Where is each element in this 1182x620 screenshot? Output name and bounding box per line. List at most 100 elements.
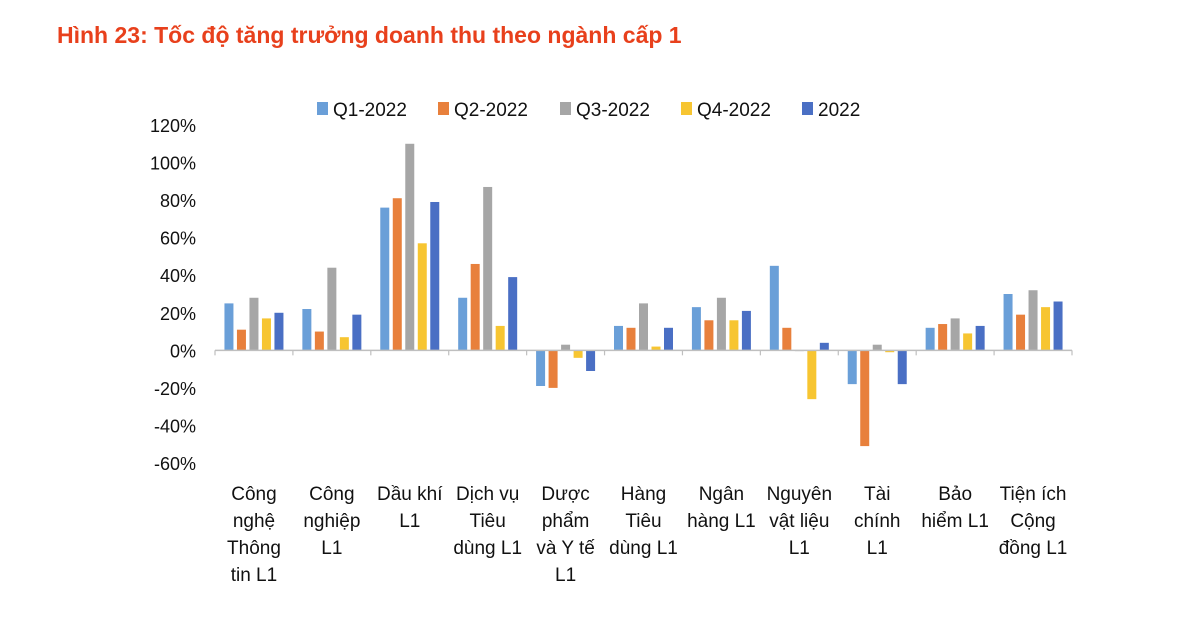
x-category-label-line: Nguyên (767, 484, 833, 505)
bar (782, 327, 792, 351)
bar (872, 344, 882, 351)
bar (405, 143, 415, 351)
bar (249, 297, 259, 351)
bar (561, 344, 571, 351)
x-axis: Công nghệ Thông tin L1 Công nghiệp L1 Dầu khí L1… (214, 349, 1073, 586)
bar (741, 310, 751, 351)
legend-label: Q2-2022 (454, 100, 528, 121)
x-category-label-line: Tiện ích (1000, 484, 1067, 505)
bar (885, 350, 895, 353)
x-category-label-line: phẩm (542, 511, 590, 532)
x-category-label-line: Dịch vụ (456, 484, 519, 505)
x-category-label-line: chính (854, 511, 900, 532)
x-category-label: Dầu khí L1 (377, 484, 443, 532)
legend-label: Q3-2022 (576, 100, 650, 121)
x-category-label-line: L1 (867, 538, 888, 559)
x-category-label: Tiện ích Cộng đồng L1 (999, 484, 1068, 559)
bar (1041, 307, 1051, 351)
y-tick-label: 0% (170, 341, 196, 361)
bar (769, 265, 779, 351)
x-category-label-line: Thông (227, 538, 281, 559)
legend: Q1-2022 Q2-2022 Q3-2022 Q4-2022 2022 (317, 100, 860, 121)
x-category-label-line: dùng L1 (453, 538, 522, 559)
x-category-label-line: Công (309, 484, 354, 505)
x-category-label-line: nghiệp (303, 511, 360, 532)
bar (1003, 294, 1013, 351)
x-category-label: Ngân hàng L1 (687, 484, 756, 532)
y-tick-label: 20% (160, 304, 196, 324)
bar (1016, 314, 1026, 351)
bars (224, 143, 1063, 447)
x-category-label-line: Bảo (938, 484, 972, 505)
bar (483, 186, 493, 351)
x-category-label-line: Tiêu (625, 511, 661, 532)
y-tick-label: 40% (160, 266, 196, 286)
x-category-label-line: hàng L1 (687, 511, 756, 532)
x-category-label-line: Hàng (621, 484, 666, 505)
bar (729, 320, 739, 351)
y-tick-label: -40% (154, 416, 196, 436)
x-category-label-line: L1 (399, 511, 420, 532)
y-tick-label: 60% (160, 229, 196, 249)
bar (716, 297, 726, 351)
x-category-label-line: đồng L1 (999, 538, 1068, 559)
x-category-label-line: tin L1 (231, 565, 277, 586)
x-category-label: Nguyên vật liệu L1 (767, 484, 833, 559)
x-category-label-line: vật liệu (769, 511, 829, 532)
x-category-label-line: hiểm L1 (921, 511, 989, 532)
x-category-label: Công nghệ Thông tin L1 (227, 484, 281, 586)
bar (339, 337, 349, 351)
x-category-label-line: dùng L1 (609, 538, 678, 559)
y-tick-label: -20% (154, 379, 196, 399)
x-category-label-line: Tiêu (470, 511, 506, 532)
bar (860, 350, 870, 447)
x-category-label-line: Công (231, 484, 276, 505)
bar (508, 277, 518, 351)
x-category-label: Hàng Tiêu dùng L1 (609, 484, 678, 559)
x-category-label: Tài chính L1 (854, 484, 900, 559)
legend-label: 2022 (818, 100, 860, 121)
y-tick-label: -60% (154, 454, 196, 474)
bar (614, 325, 623, 351)
bar (380, 207, 390, 351)
bar (470, 263, 480, 351)
x-category-label: Dịch vụ Tiêu dùng L1 (453, 484, 522, 559)
bar (897, 350, 907, 385)
bar (1053, 301, 1063, 351)
bar (975, 325, 985, 351)
legend-swatch (560, 102, 571, 115)
x-category-label-line: L1 (555, 565, 576, 586)
legend-swatch (438, 102, 449, 115)
bar (925, 327, 935, 351)
bar (392, 198, 402, 351)
legend-swatch (802, 102, 813, 115)
legend-label: Q1-2022 (333, 100, 407, 121)
figure-title: Hình 23: Tốc độ tăng trưởng doanh thu th… (57, 22, 682, 48)
x-category-label-line: và Y tế (536, 538, 595, 559)
bar (639, 303, 648, 351)
x-category-label: Bảo hiểm L1 (921, 484, 989, 532)
y-tick-label: 120% (150, 116, 196, 136)
bar (704, 320, 714, 351)
bar (352, 314, 362, 351)
bar (664, 327, 673, 351)
bar (495, 325, 505, 351)
x-category-label-line: L1 (789, 538, 810, 559)
bar (224, 303, 234, 351)
bar (626, 327, 636, 351)
bar (651, 346, 661, 351)
bar (573, 350, 583, 358)
bar (548, 350, 558, 388)
y-tick-label: 80% (160, 191, 196, 211)
x-category-label-line: Dược (541, 484, 589, 505)
bar (963, 333, 973, 351)
bar (314, 331, 324, 351)
bar (819, 342, 829, 351)
bar (1028, 290, 1038, 351)
y-tick-label: 100% (150, 154, 196, 174)
x-category-label-line: L1 (321, 538, 342, 559)
x-category-label-line: Ngân (699, 484, 744, 505)
x-category-label-line: Cộng (1010, 511, 1055, 532)
x-category-label-line: Tài (864, 484, 890, 505)
bar (586, 350, 596, 371)
